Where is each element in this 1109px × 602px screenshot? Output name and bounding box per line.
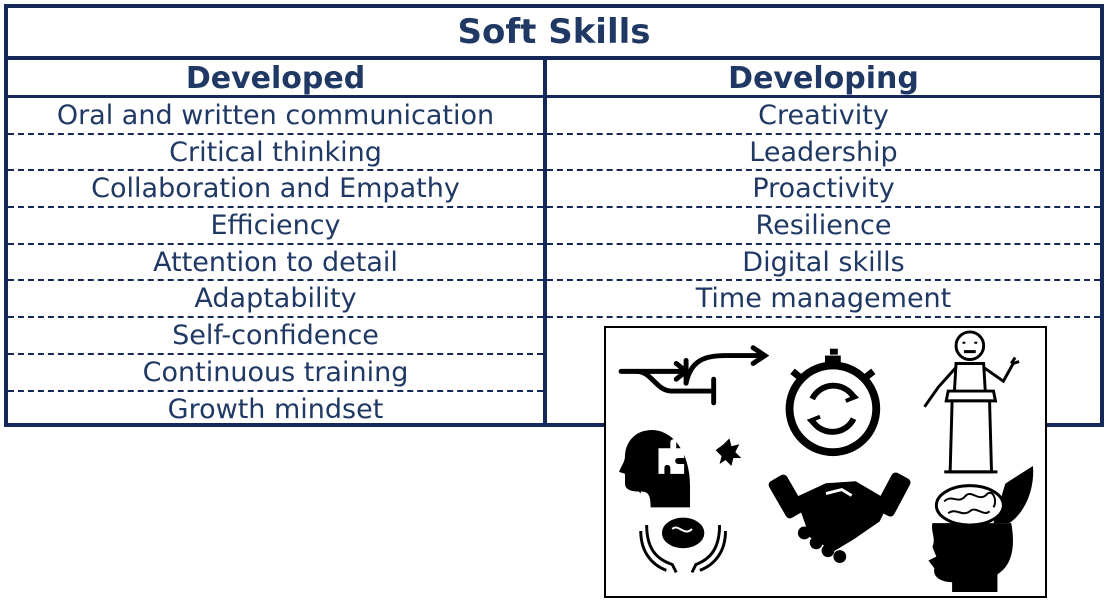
- developing-column: Creativity Leadership Proactivity Resili…: [547, 98, 1100, 319]
- developing-skill: Resilience: [547, 208, 1100, 245]
- header-developed: Developed: [8, 60, 543, 98]
- column-divider: [543, 56, 547, 423]
- table-title: Soft Skills: [8, 8, 1100, 60]
- developed-skill: Efficiency: [8, 208, 543, 245]
- hands-brain-icon: [639, 517, 727, 574]
- developing-skill: Proactivity: [547, 171, 1100, 209]
- soft-skills-table: Soft Skills Developed Developing Oral an…: [4, 4, 1104, 427]
- stopwatch-icon: [785, 348, 881, 457]
- developed-skill: Oral and written communication: [8, 98, 543, 135]
- developed-skill: Growth mindset: [167, 393, 384, 425]
- developed-skill: Continuous training: [8, 355, 543, 392]
- developing-skill: Leadership: [547, 135, 1100, 172]
- handshake-icon: [768, 472, 911, 563]
- head-puzzle-icon: [619, 430, 742, 508]
- developed-skill: Self-confidence: [8, 318, 543, 355]
- skills-icons-panel: [604, 326, 1047, 598]
- header-developing: Developing: [547, 60, 1100, 98]
- developed-skill: Critical thinking: [8, 135, 543, 172]
- developed-skill: Adaptability: [8, 281, 543, 319]
- developed-skill: Collaboration and Empathy: [8, 171, 543, 209]
- developing-skill: Digital skills: [547, 245, 1100, 282]
- arrows-direction-icon: [618, 345, 770, 406]
- speaker-podium-icon: [923, 330, 1020, 474]
- developed-skill: Attention to detail: [8, 245, 543, 282]
- developed-column: Oral and written communication Critical …: [8, 98, 543, 428]
- open-head-brain-icon: [928, 465, 1034, 593]
- developing-skill: Creativity: [547, 98, 1100, 135]
- developing-skill: Time management: [547, 281, 1100, 319]
